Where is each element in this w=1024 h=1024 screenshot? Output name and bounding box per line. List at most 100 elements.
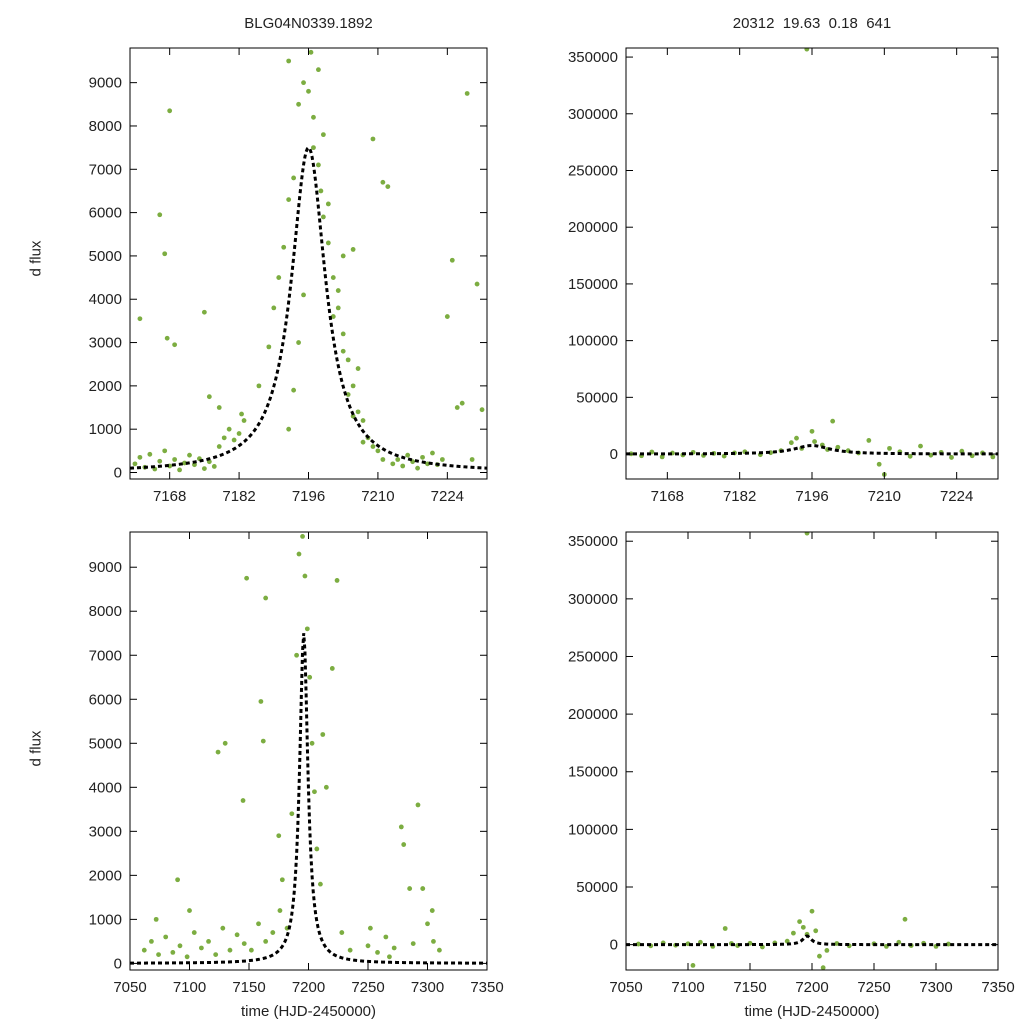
data-point	[380, 179, 386, 185]
data-point	[355, 366, 361, 371]
data-point	[239, 411, 244, 417]
y-tick-label: 0	[610, 446, 618, 463]
x-tick-label: 7100	[173, 979, 206, 996]
data-point	[177, 467, 182, 473]
data-point	[320, 214, 326, 220]
data-point	[800, 924, 806, 930]
x-tick-label: 7300	[411, 979, 444, 996]
y-tick-label: 50000	[576, 389, 618, 406]
data-point	[330, 275, 336, 280]
x-tick-label: 7196	[292, 488, 325, 505]
x-tick-label: 7196	[795, 488, 828, 505]
data-point	[430, 450, 435, 456]
data-point	[449, 257, 455, 263]
y-tick-label: 2000	[89, 378, 122, 395]
panel-title-tr: 20312 19.63 0.18 641	[732, 15, 892, 32]
y-tick-label: 5000	[89, 248, 122, 265]
data-point	[175, 877, 181, 883]
data-point	[301, 80, 306, 86]
plot-frame-br	[625, 531, 999, 971]
data-point	[281, 244, 287, 250]
data-point	[830, 418, 836, 424]
data-point	[990, 454, 996, 460]
data-point	[170, 949, 176, 955]
data-point	[301, 292, 306, 298]
plot-frame-tl	[129, 47, 488, 480]
data-point	[360, 418, 366, 423]
x-tick-label: 7224	[431, 488, 464, 505]
data-point	[334, 578, 340, 583]
y-tick-label: 200000	[568, 219, 618, 236]
data-point	[834, 941, 840, 946]
x-tick-label: 7210	[361, 488, 394, 505]
data-point	[788, 440, 794, 446]
data-point	[248, 947, 254, 953]
data-point	[206, 938, 211, 944]
data-point	[813, 928, 819, 934]
data-point	[375, 949, 380, 955]
y-tick-label: 9000	[89, 75, 122, 92]
data-point	[401, 842, 407, 847]
data-point	[876, 461, 882, 467]
x-tick-label: 7182	[723, 488, 756, 505]
data-point	[201, 466, 207, 472]
y-tick-label: 0	[114, 465, 122, 482]
y-tick-label: 3000	[89, 335, 122, 352]
data-point	[439, 457, 445, 462]
data-point	[291, 175, 297, 181]
data-point	[866, 438, 872, 443]
y-tick-label: 100000	[568, 821, 618, 838]
data-point	[316, 162, 321, 168]
x-tick-label: 7224	[940, 488, 973, 505]
data-point	[347, 947, 353, 953]
x-tick-label: 7150	[733, 979, 766, 996]
x-tick-label: 7050	[609, 979, 642, 996]
y-tick-label: 250000	[568, 162, 618, 179]
data-point	[887, 445, 892, 451]
data-point	[241, 418, 247, 423]
data-point	[459, 400, 465, 406]
y-tick-label: 1000	[89, 421, 122, 438]
data-point	[415, 802, 421, 808]
data-point	[226, 426, 232, 432]
data-point	[304, 626, 310, 632]
data-point	[187, 452, 192, 458]
x-tick-label: 7350	[470, 979, 503, 996]
data-point	[824, 948, 830, 953]
data-points-br	[636, 532, 951, 970]
data-points-tl	[132, 49, 485, 473]
y-tick-label: 200000	[568, 706, 618, 723]
data-point	[256, 921, 261, 927]
data-point	[234, 932, 240, 938]
data-point	[420, 886, 426, 891]
data-point	[804, 48, 810, 52]
data-point	[365, 943, 371, 949]
data-point	[340, 331, 346, 337]
x-tick-label: 7050	[113, 979, 146, 996]
x-tick-label: 7150	[232, 979, 265, 996]
data-point	[296, 340, 301, 345]
x-tick-label: 7100	[671, 979, 704, 996]
y-tick-label: 8000	[89, 603, 122, 620]
data-point	[659, 454, 665, 460]
data-point	[345, 392, 351, 397]
data-point	[187, 908, 192, 913]
data-point	[390, 461, 396, 467]
x-tick-label: 7200	[292, 979, 325, 996]
y-tick-label: 4000	[89, 779, 122, 796]
y-tick-label: 7000	[89, 161, 122, 178]
y-tick-label: 9000	[89, 559, 122, 576]
data-point	[420, 454, 425, 460]
data-point	[141, 947, 147, 953]
data-point	[469, 457, 475, 462]
data-point	[444, 314, 450, 319]
data-point	[244, 575, 250, 581]
data-point	[296, 551, 302, 557]
data-point	[286, 426, 292, 432]
y-tick-label: 350000	[568, 533, 618, 550]
data-point	[398, 824, 404, 830]
data-point	[809, 428, 815, 434]
y-axis-label-top: d flux	[27, 240, 45, 277]
data-point	[474, 281, 480, 287]
data-point	[329, 666, 335, 671]
